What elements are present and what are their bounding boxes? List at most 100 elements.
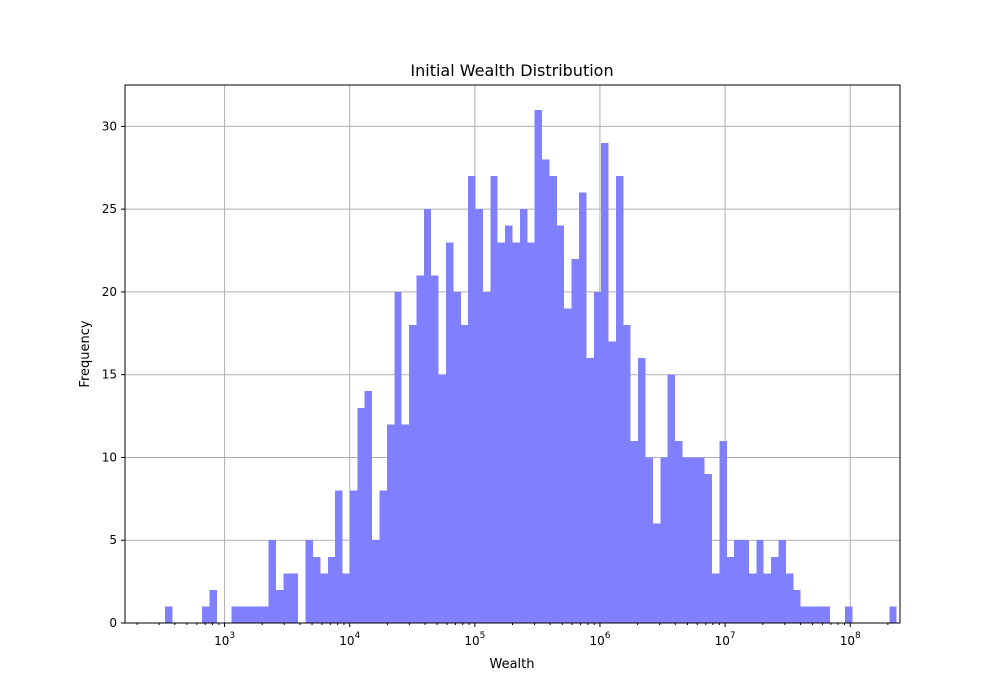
histogram-bar: [542, 159, 550, 623]
x-tick-label: 104: [339, 631, 360, 648]
histogram-bar: [401, 424, 410, 623]
histogram-bar: [490, 176, 498, 624]
histogram-bar: [349, 490, 358, 623]
histogram-bar: [534, 109, 543, 624]
histogram-bar: [268, 540, 277, 623]
x-tick-label: 106: [589, 631, 610, 648]
histogram-bar: [800, 606, 809, 623]
histogram-bar: [239, 606, 247, 623]
histogram-bar: [638, 358, 646, 623]
x-tick-label: 103: [214, 631, 235, 648]
histogram-bar: [549, 176, 557, 624]
histogram-bar: [497, 242, 506, 623]
histogram-bar: [253, 606, 262, 623]
histogram-bar: [475, 209, 483, 623]
histogram-bar: [246, 606, 254, 623]
x-tick-label: 105: [464, 631, 485, 648]
histogram-bar: [276, 589, 284, 623]
histogram-bar: [711, 573, 720, 623]
histogram-bar: [372, 540, 380, 623]
histogram-bar: [778, 540, 786, 623]
histogram-bar: [394, 291, 402, 623]
y-tick-label: 25: [102, 202, 117, 216]
histogram-bar: [202, 606, 210, 623]
histogram-bar: [601, 142, 609, 623]
histogram-bar: [468, 176, 476, 624]
histogram-bar: [165, 606, 173, 623]
histogram-bar: [645, 457, 653, 623]
y-tick-label: 15: [102, 368, 117, 382]
histogram-bar: [815, 606, 823, 623]
histogram-bar: [438, 374, 446, 623]
histogram-bar: [386, 424, 395, 623]
histogram-bar: [808, 606, 816, 623]
histogram-bar: [652, 523, 661, 623]
y-tick-label: 30: [102, 119, 117, 133]
histogram-bar: [445, 242, 454, 623]
histogram-bar: [844, 606, 853, 623]
y-tick-label: 5: [109, 533, 117, 547]
histogram-bar: [660, 457, 668, 623]
histogram-bar: [312, 556, 321, 623]
histogram-bar: [482, 291, 491, 623]
histogram-bar: [423, 209, 432, 623]
histogram-bar: [261, 606, 269, 623]
histogram-bar: [342, 573, 350, 623]
histogram-bar: [748, 573, 757, 623]
histogram-bar: [527, 242, 535, 623]
histogram-bar: [571, 258, 579, 623]
histogram-bar: [556, 225, 565, 623]
histogram-bar: [630, 440, 639, 623]
histogram-bar: [593, 291, 602, 623]
histogram-bar: [667, 374, 676, 623]
y-tick-label: 0: [109, 616, 117, 630]
y-axis-label: Frequency: [78, 320, 93, 387]
histogram-bar: [697, 457, 705, 623]
histogram-bar: [689, 457, 698, 623]
histogram-bar: [290, 573, 299, 623]
histogram-bar: [519, 209, 528, 623]
histogram-bar: [623, 325, 631, 623]
histogram-bar: [231, 606, 240, 623]
histogram-bar: [586, 358, 594, 623]
histogram-bar: [431, 275, 439, 623]
histogram-bar: [682, 457, 690, 623]
y-tick-label: 20: [102, 285, 117, 299]
histogram-bar: [889, 606, 897, 623]
histogram-bar: [335, 490, 343, 623]
histogram-bar: [615, 176, 624, 624]
y-tick-label: 10: [102, 450, 117, 464]
histogram-bar: [320, 573, 328, 623]
histogram-bar: [453, 291, 461, 623]
histogram-bar: [719, 440, 727, 623]
x-tick-label: 108: [840, 631, 861, 648]
histogram-bar: [283, 573, 291, 623]
histogram-bar: [793, 589, 801, 623]
histogram-bar: [756, 540, 764, 623]
histogram-bar: [305, 540, 313, 623]
histogram-bar: [512, 242, 520, 623]
histogram-bar: [771, 556, 779, 623]
histogram-bar: [409, 325, 417, 623]
histogram-bar: [726, 556, 735, 623]
histogram-bar: [564, 308, 572, 623]
axis-ticks: 0 5 10 15 20 25 30 103 104 105 106 107 108: [102, 119, 889, 648]
histogram-bar: [741, 540, 749, 623]
histogram-bar: [357, 407, 365, 623]
chart-title: Initial Wealth Distribution: [410, 61, 613, 80]
x-tick-label: 107: [715, 631, 736, 648]
histogram-bar: [675, 440, 683, 623]
histogram-bar: [763, 573, 772, 623]
histogram-bar: [734, 540, 742, 623]
histogram-bar: [578, 192, 587, 623]
histogram-bars: [165, 109, 897, 624]
x-axis-label: Wealth: [489, 657, 534, 672]
histogram-bar: [608, 341, 616, 623]
histogram-bar: [785, 573, 794, 623]
histogram-bar: [209, 589, 217, 623]
histogram-bar: [327, 556, 336, 623]
histogram-bar: [364, 391, 373, 623]
histogram-bar: [505, 225, 513, 623]
histogram-bar: [704, 474, 712, 623]
